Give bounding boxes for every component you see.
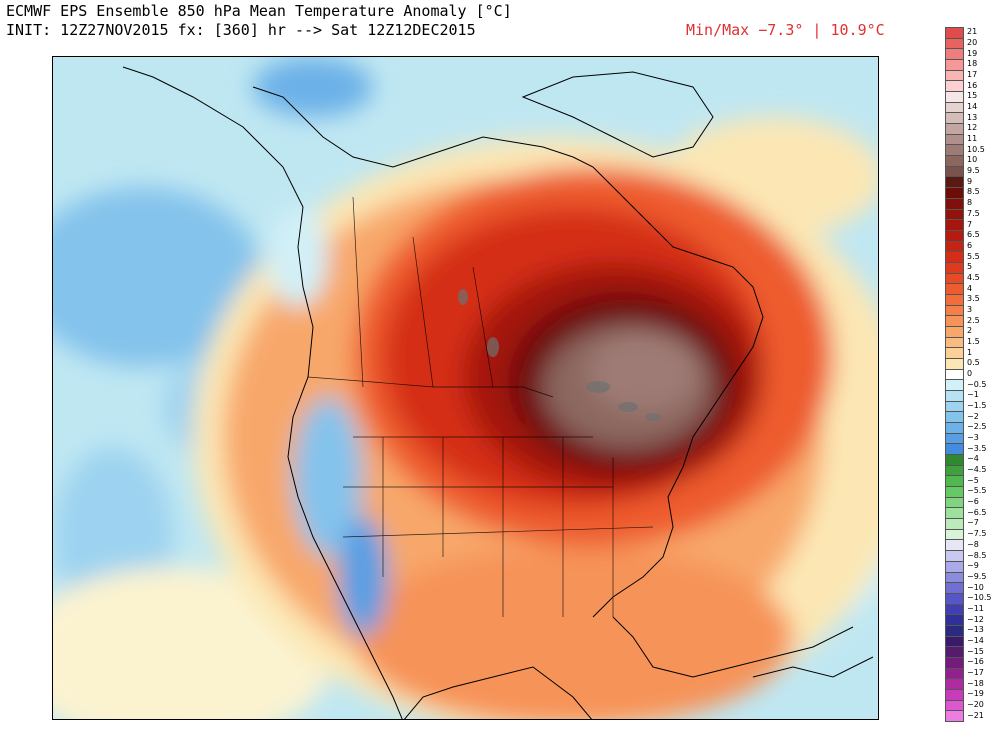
legend-label: 5.5	[967, 251, 980, 261]
legend-label: 5	[967, 262, 973, 272]
legend-label: 12	[967, 123, 978, 133]
legend-label: −0.5	[967, 379, 987, 389]
legend-label: 2	[967, 326, 973, 336]
legend-label: 1	[967, 347, 973, 357]
legend-label: −2.5	[967, 422, 987, 432]
map-title: ECMWF EPS Ensemble 850 hPa Mean Temperat…	[6, 2, 512, 20]
legend-label: −19	[967, 689, 984, 699]
legend-label: −4	[967, 454, 979, 464]
legend-label: −17	[967, 667, 984, 677]
legend-label: −21	[967, 710, 984, 720]
legend-label: −9	[967, 561, 979, 571]
legend-label: −7	[967, 518, 979, 528]
legend-label: −5.5	[967, 486, 987, 496]
init-line: INIT: 12Z27NOV2015 fx: [360] hr --> Sat …	[6, 21, 476, 39]
legend-label: −18	[967, 678, 984, 688]
legend-label: −2	[967, 411, 979, 421]
legend-label: 11	[967, 134, 978, 144]
legend-label: −1	[967, 390, 979, 400]
legend-label: 20	[967, 38, 978, 47]
legend-label: −7.5	[967, 529, 987, 539]
legend-label: 8	[967, 198, 973, 208]
legend-label: 3	[967, 304, 973, 314]
legend-label: −8	[967, 539, 979, 549]
legend-label: 3.5	[967, 294, 980, 304]
legend-swatch	[945, 710, 964, 722]
legend-label: −6	[967, 497, 979, 507]
legend-label: −11	[967, 603, 984, 613]
legend-label: 21	[967, 27, 978, 37]
legend-label: 4	[967, 283, 973, 293]
legend-label: −8.5	[967, 550, 987, 560]
legend-label: 7.5	[967, 208, 980, 218]
legend-label: 6.5	[967, 230, 980, 240]
legend-label: 17	[967, 70, 978, 80]
legend-label: 9	[967, 176, 973, 186]
legend-label: 7	[967, 219, 973, 229]
legend-label: −20	[967, 699, 984, 709]
legend-label: 0.5	[967, 358, 980, 368]
lakes	[458, 289, 661, 421]
color-legend: 21 20 19 18 17 16 15 14 13 12 11 10.5 10 9.5 9 8.5 8 7.5 7…	[945, 27, 999, 722]
legend-label: 1.5	[967, 336, 980, 346]
legend-label: −3.5	[967, 443, 987, 453]
legend-label: 4.5	[967, 272, 980, 282]
legend-label: −9.5	[967, 571, 987, 581]
coastlines	[122, 66, 874, 719]
legend-label: −15	[967, 646, 984, 656]
legend-label: 18	[967, 59, 978, 69]
legend-label: −5	[967, 475, 979, 485]
anomaly-map-svg	[53, 57, 878, 719]
legend-label: −13	[967, 625, 984, 635]
legend-label: −14	[967, 635, 984, 645]
legend-label: 8.5	[967, 187, 980, 197]
legend-label: 19	[967, 48, 978, 58]
legend-label: 10.5	[967, 144, 985, 154]
political-borders	[307, 196, 654, 617]
legend-label: −6.5	[967, 507, 987, 517]
legend-label: −10.5	[967, 593, 992, 603]
legend-label: −3	[967, 433, 979, 443]
legend-label: −1.5	[967, 401, 987, 411]
legend-label: 9.5	[967, 166, 980, 176]
legend-label: −16	[967, 657, 984, 667]
min-max-readout: Min/Max −7.3° | 10.9°C	[686, 21, 885, 39]
legend-label: 14	[967, 102, 978, 112]
legend-label: 6	[967, 240, 973, 250]
legend-label: 13	[967, 112, 978, 122]
legend-label: 0	[967, 369, 973, 378]
legend-label: −4.5	[967, 465, 987, 475]
legend-label: 15	[967, 91, 978, 101]
legend-label: −12	[967, 614, 984, 624]
legend-label: 2.5	[967, 315, 980, 325]
legend-label: −10	[967, 582, 984, 592]
legend-label: 10	[967, 155, 978, 165]
anomaly-map	[52, 56, 879, 720]
legend-label: 16	[967, 80, 978, 90]
